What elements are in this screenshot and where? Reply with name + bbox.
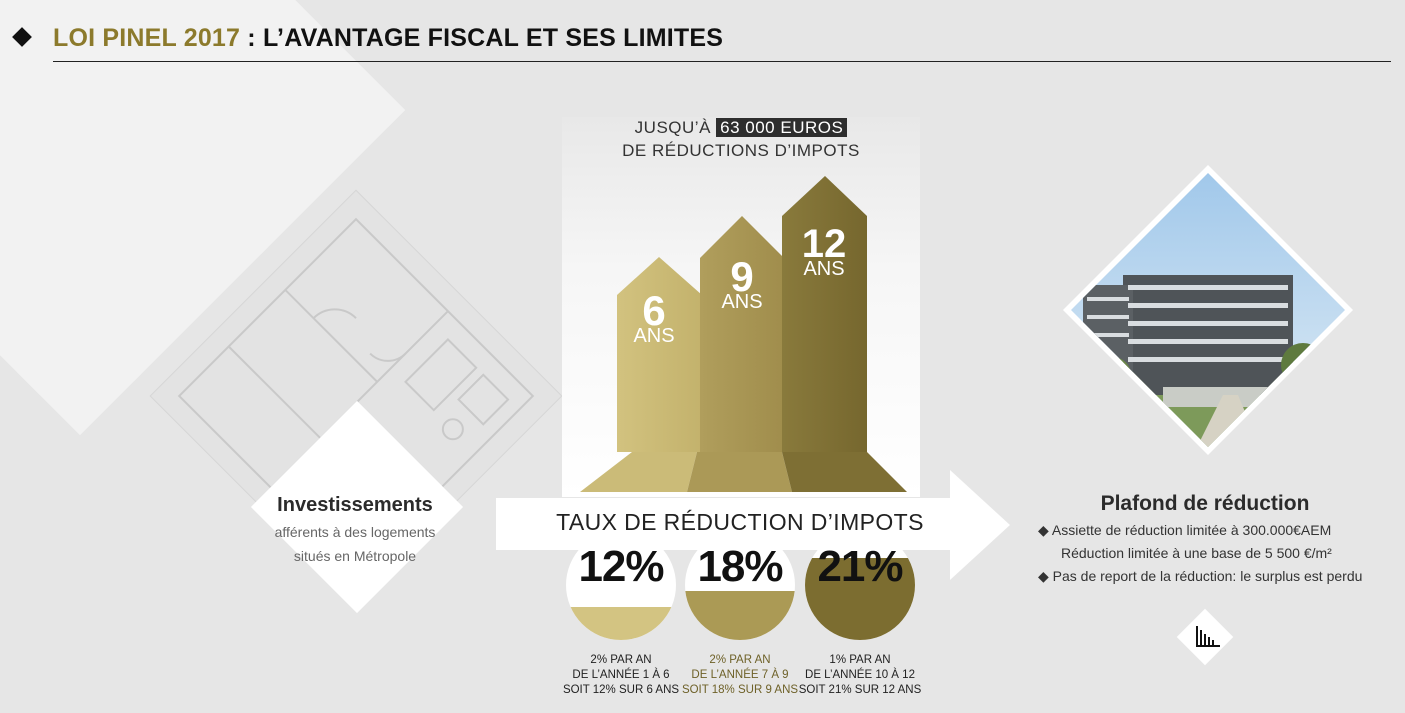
duration-bars [580,176,907,492]
bar-12-unit: ANS [803,258,845,280]
headline-amount: 63 000 EUROS [716,118,848,137]
plafond-bullet-2: ◆ Pas de report de la réduction: le surp… [1038,568,1363,584]
plafond-bullet-1: ◆ Assiette de réduction limitée à 300.00… [1038,522,1332,538]
investissements-line-2: situés en Métropole [293,548,417,564]
rate-value-12: 12% [578,542,664,591]
headline-line-2: DE RÉDUCTIONS D’IMPOTS [622,141,860,160]
rate-note-21: 1% PAR AN DE L’ANNÉE 10 À 12 SOIT 21% SUR … [798,654,922,696]
building-photo [1063,165,1353,455]
plafond-bullet-1b: Réduction limitée à une base de 5 500 €/… [1061,545,1332,561]
bar-chart-icon [1196,626,1220,647]
page-title: LOI PINEL 2017 : L’AVANTAGE FISCAL ET SE… [53,24,724,52]
bar-6-ans [617,257,702,452]
bar-6-number: 6 [642,287,666,334]
investissements-title: Investissements [277,494,433,516]
title-underline [53,61,1391,62]
plafond-title: Plafond de réduction [1100,492,1310,515]
rate-circle-18: 18% [685,530,795,640]
bar-9-unit: ANS [721,291,763,313]
rate-circle-21: 21% [805,530,915,640]
investissements-line-1: afférents à des logements [274,524,436,540]
rate-value-18: 18% [697,542,783,591]
bar-floor-dark [782,452,907,492]
rate-note-12: 2% PAR AN DE L’ANNÉE 1 À 6 SOIT 12% SUR 6 … [562,654,680,696]
headline-line-1: JUSQU’À 63 000 EUROS [562,118,920,138]
bar-12-ans [782,176,867,452]
bar-12-number: 12 [801,222,847,266]
rate-value-21: 21% [817,542,903,591]
rate-note-18: 2% PAR AN DE L’ANNÉE 7 À 9 SOIT 18% SUR 9 … [681,654,799,696]
bar-9-number: 9 [730,253,754,300]
bar-6-unit: ANS [633,325,675,347]
bar-9-ans [700,216,784,452]
bar-floor-mid [687,452,792,492]
bar-floor-light [580,452,697,492]
rate-fill-18 [685,590,795,640]
arrow-head-icon [950,470,1010,580]
rate-circle-12: 12% [566,530,676,640]
rate-fill-21 [805,557,915,640]
rate-fill-12 [566,607,676,640]
